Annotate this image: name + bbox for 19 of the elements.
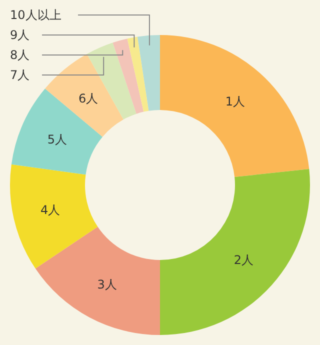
donut-slice [112, 38, 144, 114]
slice-label: 2人 [234, 253, 254, 268]
slice-label: 7人 [10, 68, 30, 82]
donut-slice [86, 42, 136, 120]
slice-label: 9人 [10, 28, 30, 42]
donut-slice [11, 88, 103, 175]
donut-slice [127, 36, 149, 112]
slice-label: 4人 [40, 203, 60, 218]
donut-slice [137, 35, 160, 111]
donut-slice [10, 164, 98, 269]
donut-slice [35, 226, 160, 335]
donut-slice [160, 169, 310, 335]
slice-label: 1人 [225, 94, 246, 108]
slice-label: 3人 [97, 277, 117, 292]
slice-label: 6人 [78, 91, 98, 106]
donut-slice [160, 35, 310, 178]
slice-label: 5人 [47, 132, 67, 146]
slice-label: 8人 [10, 48, 30, 62]
slice-label: 10人以上 [10, 8, 62, 22]
